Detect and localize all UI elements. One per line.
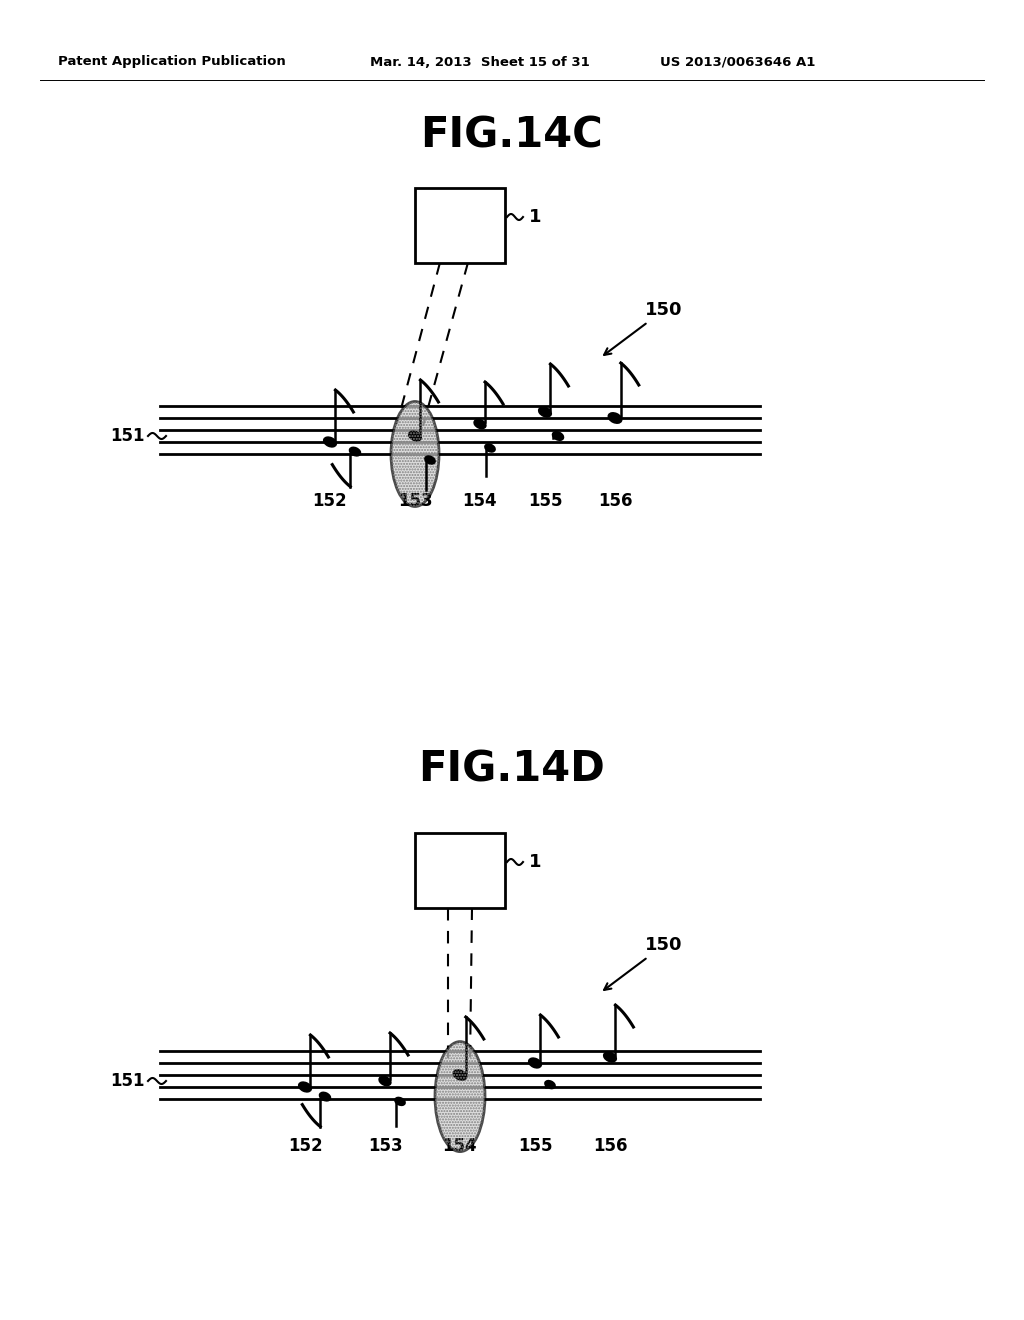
Text: 156: 156 [598, 492, 632, 510]
Ellipse shape [409, 432, 421, 441]
Text: 150: 150 [645, 936, 683, 954]
Ellipse shape [299, 1082, 311, 1092]
Text: 155: 155 [518, 1137, 552, 1155]
Text: 151: 151 [111, 426, 145, 445]
Text: 152: 152 [312, 492, 347, 510]
Ellipse shape [553, 432, 563, 440]
Ellipse shape [529, 1059, 541, 1068]
Text: 1: 1 [529, 853, 542, 871]
Text: 153: 153 [368, 1137, 402, 1155]
Text: 152: 152 [288, 1137, 323, 1155]
Ellipse shape [474, 420, 485, 428]
Ellipse shape [379, 1077, 390, 1085]
Ellipse shape [319, 1093, 330, 1101]
Ellipse shape [395, 1098, 404, 1105]
Ellipse shape [391, 401, 439, 507]
Text: US 2013/0063646 A1: US 2013/0063646 A1 [660, 55, 815, 69]
Ellipse shape [604, 1052, 616, 1061]
Text: Patent Application Publication: Patent Application Publication [58, 55, 286, 69]
Text: 154: 154 [442, 1137, 477, 1155]
Ellipse shape [608, 413, 622, 422]
Text: FIG.14D: FIG.14D [419, 748, 605, 791]
Text: 151: 151 [111, 1072, 145, 1090]
Bar [415, 187, 505, 263]
Text: 150: 150 [645, 301, 683, 319]
Text: Mar. 14, 2013  Sheet 15 of 31: Mar. 14, 2013 Sheet 15 of 31 [370, 55, 590, 69]
Text: 154: 154 [463, 492, 498, 510]
Text: 153: 153 [397, 492, 432, 510]
Ellipse shape [425, 457, 435, 463]
Text: 1: 1 [529, 209, 542, 226]
Ellipse shape [435, 1041, 485, 1151]
Ellipse shape [539, 408, 551, 417]
Ellipse shape [485, 445, 495, 451]
Text: 155: 155 [527, 492, 562, 510]
Bar [415, 833, 505, 908]
Ellipse shape [350, 447, 360, 455]
Ellipse shape [454, 1071, 467, 1080]
Text: 156: 156 [593, 1137, 628, 1155]
Ellipse shape [545, 1081, 555, 1088]
Ellipse shape [324, 437, 336, 446]
Text: FIG.14C: FIG.14C [421, 114, 603, 156]
